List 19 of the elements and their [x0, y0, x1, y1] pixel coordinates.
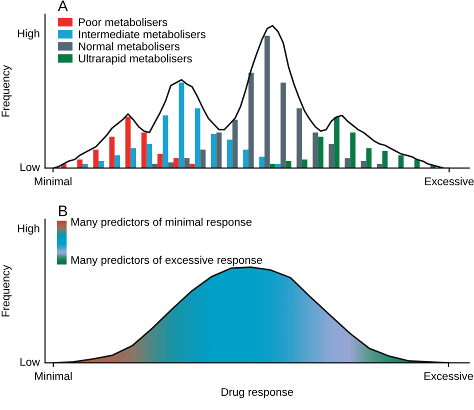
legend-label: Normal metabolisers: [78, 42, 180, 50]
legend-label: Ultrarapid metabolisers: [78, 54, 192, 65]
legend-label: Poor metabolisers: [78, 18, 168, 26]
text: Many predictors of excessive response: [71, 256, 262, 266]
text: High: [18, 29, 40, 40]
text: Many predictors of minimal response: [71, 218, 252, 228]
x-tick-label: Minimal: [34, 177, 72, 186]
x-axis-title: Drug response: [222, 388, 294, 398]
x-tick-label: Excessive: [424, 372, 474, 380]
x-tick-label: Excessive: [425, 177, 474, 186]
chart-title: B: [59, 206, 68, 216]
text: High: [18, 224, 40, 235]
legend-label: Intermediate metabolisers: [79, 30, 206, 38]
text: Low: [20, 358, 40, 366]
text: Low: [20, 163, 40, 172]
y-axis-title: Frequency: [2, 64, 12, 117]
chart-title: A: [58, 0, 68, 12]
x-tick-label: Minimal: [35, 372, 72, 380]
y-axis-title: Frequency: [2, 264, 12, 316]
